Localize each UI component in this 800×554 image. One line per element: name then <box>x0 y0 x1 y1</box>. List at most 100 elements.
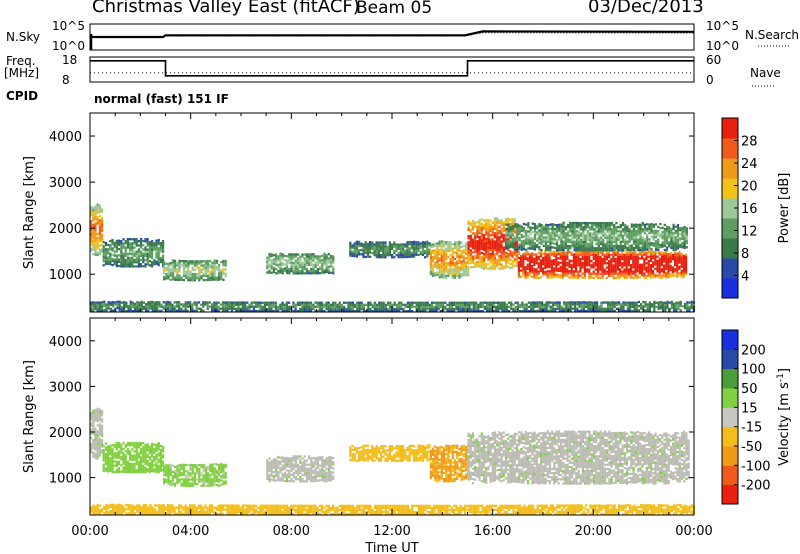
power-cell <box>202 274 205 278</box>
power-cell <box>471 261 475 264</box>
power-cell <box>659 222 662 226</box>
power-cell <box>533 270 536 273</box>
power-cell <box>305 307 308 311</box>
power-cell <box>90 211 93 215</box>
power-cell <box>634 264 637 267</box>
power-cell <box>501 309 504 313</box>
power-cell <box>623 276 626 280</box>
power-cell <box>380 301 383 304</box>
power-cell <box>591 228 594 231</box>
power-cell <box>487 254 490 258</box>
power-cell <box>148 260 151 263</box>
power-cell <box>448 310 451 313</box>
power-cell <box>303 261 306 264</box>
power-cell <box>686 309 689 312</box>
power-cell <box>639 223 642 226</box>
power-cell <box>200 309 203 313</box>
power-cell <box>624 234 627 237</box>
power-cell <box>636 270 639 273</box>
power-cell <box>281 305 284 309</box>
power-cell <box>524 257 527 261</box>
power-cell <box>299 309 302 313</box>
velocity-cell <box>107 447 110 450</box>
power-cell <box>582 236 585 239</box>
power-cell <box>630 266 633 269</box>
power-cell <box>482 236 486 239</box>
power-cell <box>268 263 271 266</box>
power-cell <box>151 307 154 310</box>
power-cell <box>436 267 439 270</box>
power-cell <box>491 265 494 268</box>
power-cell <box>516 238 519 241</box>
power-cell <box>301 303 304 306</box>
power-cell <box>526 265 529 268</box>
velocity-cell <box>124 456 127 459</box>
power-cell <box>683 228 686 231</box>
power-cell <box>288 267 291 271</box>
power-cell <box>460 264 463 267</box>
power-cell <box>460 262 463 265</box>
power-cell <box>676 256 679 259</box>
power-cell <box>576 307 579 310</box>
power-cell <box>189 301 192 304</box>
power-cell <box>672 240 675 243</box>
power-cell <box>424 310 427 313</box>
power-cell <box>629 301 632 304</box>
power-cell <box>213 263 216 266</box>
power-cell <box>122 254 125 258</box>
power-cell <box>220 271 223 274</box>
power-cell <box>641 267 644 271</box>
power-cell <box>126 242 129 245</box>
velocity-cell <box>92 422 95 425</box>
power-cell <box>641 269 644 273</box>
power-cell <box>561 268 564 271</box>
power-cell <box>445 270 448 273</box>
power-cell <box>96 241 99 244</box>
power-cell <box>305 305 308 308</box>
velocity-cell <box>90 422 93 425</box>
power-cell <box>200 262 203 265</box>
velocity-cell <box>94 413 97 416</box>
power-cell <box>207 264 210 267</box>
power-cell <box>270 305 273 308</box>
power-cell <box>90 303 93 306</box>
power-cell <box>635 303 638 306</box>
power-cell <box>659 307 662 310</box>
power-cell <box>163 271 166 275</box>
power-cell <box>500 221 503 224</box>
power-cell <box>480 243 483 246</box>
power-cell <box>406 253 409 256</box>
power-cell <box>619 270 622 273</box>
power-cell <box>126 240 129 243</box>
power-cell <box>625 266 628 269</box>
power-cell <box>442 240 446 244</box>
power-cell <box>462 274 465 277</box>
power-cell <box>187 279 190 282</box>
power-cell <box>522 265 525 268</box>
power-cell <box>629 310 632 313</box>
velocity-cell <box>118 466 121 470</box>
power-cell <box>591 247 594 250</box>
power-cell <box>577 255 580 259</box>
power-cell <box>676 252 679 255</box>
power-cell <box>146 254 149 258</box>
power-cell <box>679 237 682 240</box>
power-cell <box>674 244 677 247</box>
power-cell <box>498 263 501 266</box>
power-cell <box>431 270 435 273</box>
power-cell <box>131 259 134 262</box>
power-cell <box>327 271 330 275</box>
power-cell <box>310 267 313 271</box>
power-cell <box>174 278 177 281</box>
power-cell <box>369 249 372 252</box>
power-cell <box>153 303 156 306</box>
power-cell <box>469 224 472 227</box>
power-cell <box>553 252 556 255</box>
power-cell <box>360 248 363 252</box>
power-cell <box>564 272 567 275</box>
power-cell <box>551 223 554 226</box>
power-cell <box>652 232 655 235</box>
power-cell <box>539 250 542 254</box>
power-cell <box>237 305 240 308</box>
power-cell <box>209 274 212 277</box>
